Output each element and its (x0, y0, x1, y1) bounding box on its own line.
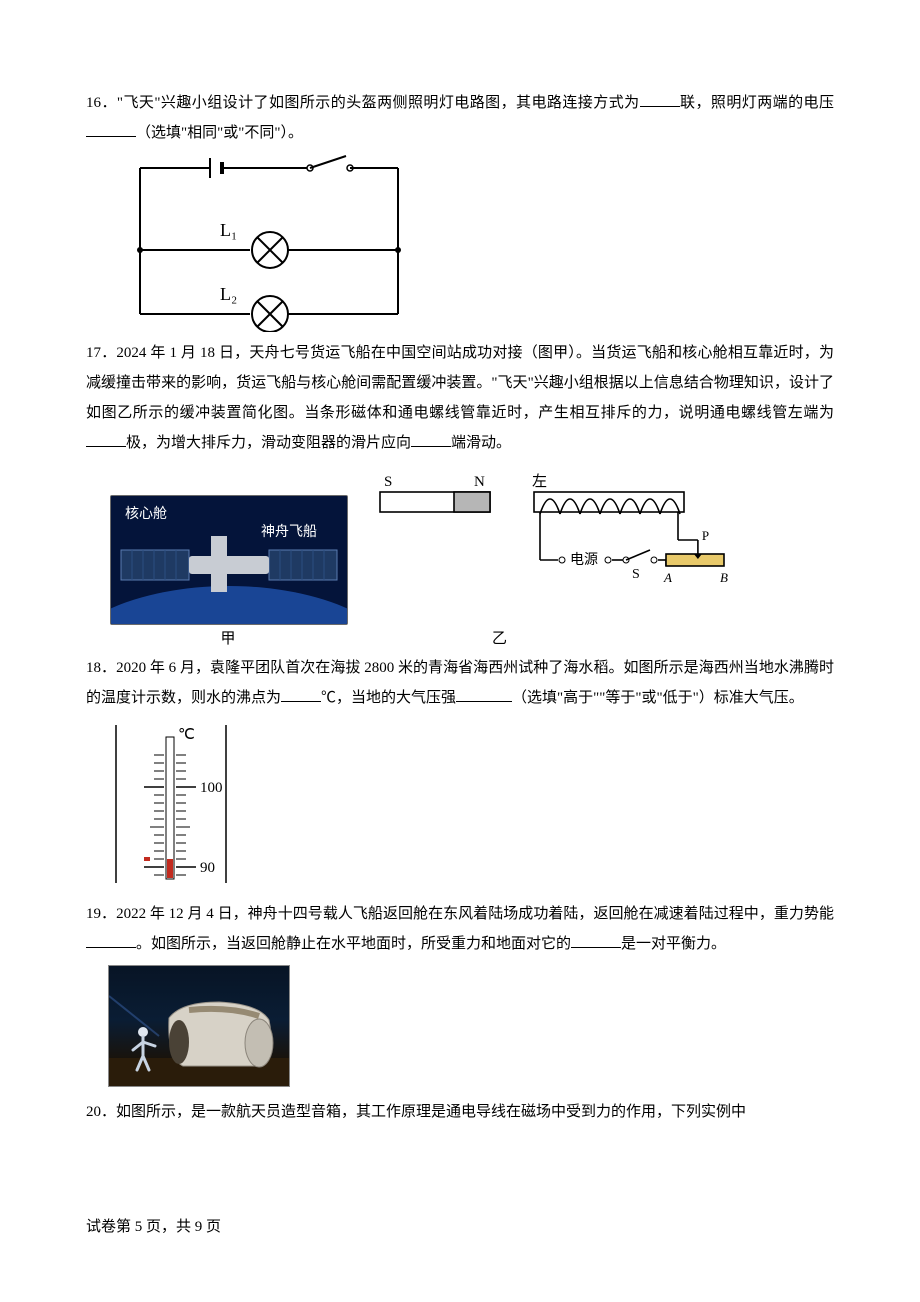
page-footer: 试卷第 5 页，共 9 页 (86, 1212, 221, 1242)
q17-caption-b: 乙 (374, 627, 734, 651)
q17-blank-1 (86, 430, 126, 448)
q16-text-c: （选填"相同"或"不同"）。 (136, 125, 303, 141)
q16-text-a: 16．"飞天"兴趣小组设计了如图所示的头盔两侧照明灯电路图，其电路连接方式为 (86, 95, 640, 111)
q17-figure-a: 核心舱神舟飞船 甲 (110, 495, 346, 651)
svg-text:L₁: L₁ (220, 220, 237, 240)
q18-text: 18．2020 年 6 月，袁隆平团队首次在海拔 2800 米的青海省海西州试种… (86, 653, 834, 713)
q19-blank-1 (86, 931, 136, 949)
svg-text:L₂: L₂ (220, 284, 237, 304)
q17-text-a: 17．2024 年 1 月 18 日，天舟七号货运飞船在中国空间站成功对接（图甲… (86, 345, 834, 421)
q19-text-a: 19．2022 年 12 月 4 日，神舟十四号载人飞船返回舱在东风着陆场成功着… (86, 906, 834, 922)
svg-text:B: B (720, 570, 728, 585)
svg-text:A: A (663, 570, 672, 585)
q17-caption-a: 甲 (110, 627, 346, 651)
svg-text:N: N (474, 474, 485, 490)
svg-text:核心舱: 核心舱 (125, 506, 167, 522)
q20-text-a: 20．如图所示，是一款航天员造型音箱，其工作原理是通电导线在磁场中受到力的作用，… (86, 1104, 746, 1120)
q18-text-b: ℃，当地的大气压强 (321, 690, 456, 706)
svg-text:90: 90 (200, 860, 215, 876)
svg-text:S: S (326, 154, 335, 158)
svg-text:左: 左 (532, 473, 547, 490)
svg-text:S: S (384, 474, 392, 490)
q18-thermometer: ℃ 100 90 (108, 719, 238, 889)
q16-text: 16．"飞天"兴趣小组设计了如图所示的头盔两侧照明灯电路图，其电路连接方式为 联，… (86, 88, 834, 148)
q17-blank-2 (411, 430, 451, 448)
svg-text:100: 100 (200, 780, 223, 796)
q18-blank-2 (456, 685, 512, 703)
q17-text: 17．2024 年 1 月 18 日，天舟七号货运飞船在中国空间站成功对接（图甲… (86, 338, 834, 458)
q16-text-b: 联，照明灯两端的电压 (680, 95, 834, 111)
q20-text: 20．如图所示，是一款航天员造型音箱，其工作原理是通电导线在磁场中受到力的作用，… (86, 1097, 834, 1127)
q17-text-c: 端滑动。 (451, 435, 511, 451)
svg-text:S: S (632, 567, 640, 582)
q16-blank-1 (640, 90, 680, 108)
svg-text:℃: ℃ (178, 727, 195, 743)
q19-capsule-photo (108, 965, 290, 1087)
q19-text-b: 。如图所示，当返回舱静止在水平地面时，所受重力和地面对它的 (136, 936, 571, 952)
q16-circuit-diagram: S L₁ L₂ (110, 154, 410, 332)
svg-text:电源: 电源 (570, 552, 598, 568)
q18-text-c: （选填"高于""等于"或"低于"）标准大气压。 (512, 690, 804, 706)
svg-text:P: P (702, 528, 709, 543)
q19-blank-2 (571, 931, 621, 949)
q18-blank-1 (281, 685, 321, 703)
q19-text-c: 是一对平衡力。 (621, 936, 726, 952)
q17-text-b: 极，为增大排斥力，滑动变阻器的滑片应向 (126, 435, 411, 451)
q17-figure-b: S N 左电源 S A B P 乙 (374, 464, 734, 651)
q19-text: 19．2022 年 12 月 4 日，神舟十四号载人飞船返回舱在东风着陆场成功着… (86, 899, 834, 959)
q16-blank-2 (86, 120, 136, 138)
q17-space-station-image: 核心舱神舟飞船 (110, 495, 348, 625)
svg-text:神舟飞船: 神舟飞船 (261, 524, 317, 540)
